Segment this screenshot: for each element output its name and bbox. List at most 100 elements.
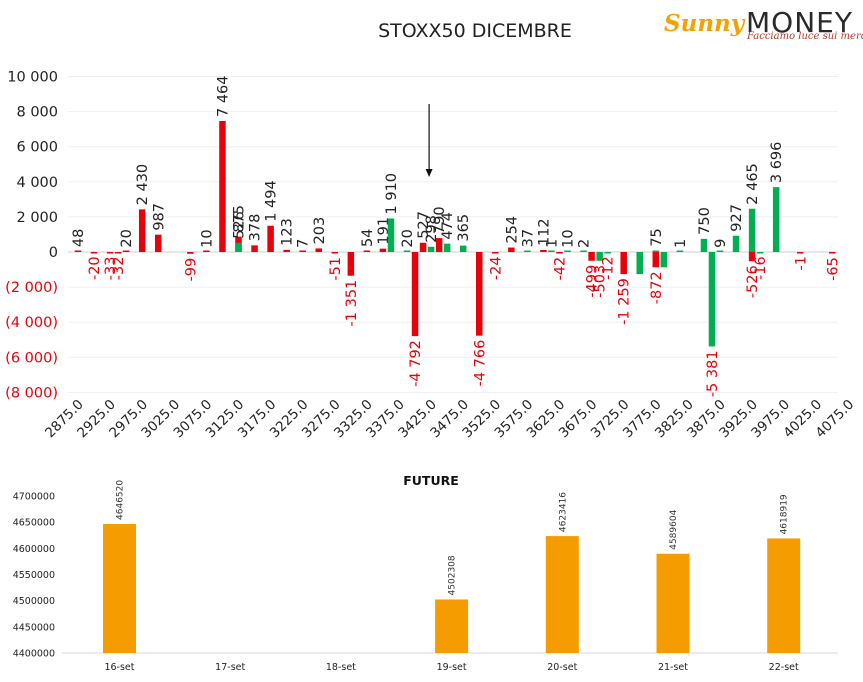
call-bar [411, 252, 419, 337]
put-bar [235, 242, 242, 252]
call-bar [251, 245, 258, 252]
call-bar [122, 250, 130, 252]
y-tick-label: (8 000) [5, 385, 58, 401]
data-label: 203 [312, 217, 328, 245]
data-label: -1 351 [344, 280, 360, 327]
call-bar [331, 252, 339, 254]
call-bar [797, 252, 804, 254]
data-label: 378 [248, 214, 264, 242]
future-x-tick-label: 22-set [769, 662, 799, 673]
y-tick-label: (4 000) [5, 315, 58, 331]
data-label: 20 [119, 229, 135, 247]
put-bar [716, 250, 724, 252]
data-label: -24 [488, 256, 504, 280]
future-data-label: 4589604 [669, 509, 679, 549]
data-label: 3 696 [769, 142, 785, 184]
data-label: 1 [544, 239, 560, 248]
data-label: -20 [87, 256, 103, 280]
future-x-tick-label: 19-set [437, 662, 467, 673]
call-bar [508, 247, 515, 252]
data-label: 7 [296, 239, 312, 248]
put-bar [732, 235, 740, 252]
put-bar [524, 250, 531, 252]
future-y-tick-label: 4700000 [13, 492, 55, 503]
future-data-label: 4646520 [116, 480, 126, 520]
data-label: -65 [825, 257, 841, 281]
call-bar [829, 252, 836, 254]
put-bar [700, 238, 708, 252]
data-label: -526 [745, 265, 761, 298]
data-label: 10 [561, 229, 577, 247]
call-bar [588, 252, 595, 261]
sunny-money-logo: Sunny MONEY Facciamo luce sui mercati [664, 6, 863, 46]
put-bar [604, 252, 611, 254]
data-label: 254 [504, 216, 520, 244]
y-tick-label: (2 000) [5, 280, 58, 296]
data-label: 1 [673, 239, 689, 248]
data-label: 527 [416, 211, 432, 239]
call-bar [556, 252, 563, 254]
call-bar [203, 250, 210, 252]
logo-brand-sunny: Sunny [664, 10, 745, 37]
data-label: -99 [183, 258, 199, 282]
data-label: -51 [328, 257, 344, 281]
call-bar [138, 209, 146, 252]
data-label: 54 [360, 229, 376, 247]
data-label: -33 [103, 257, 119, 281]
put-bar [403, 250, 411, 252]
future-bar [767, 538, 801, 653]
call-bar [652, 252, 660, 268]
put-bar [548, 250, 555, 252]
future-bar [103, 523, 136, 653]
logo-tagline: Facciamo luce sui mercati [747, 31, 863, 42]
data-label: -42 [553, 257, 569, 281]
data-label: 750 [697, 207, 713, 235]
data-label: -872 [649, 271, 665, 304]
call-bar [476, 252, 483, 336]
future-y-tick-label: 4500000 [13, 596, 55, 607]
future-data-label: 4618919 [780, 494, 790, 534]
data-label: 37 [520, 229, 536, 247]
call-bar [748, 252, 756, 262]
future-y-tick-label: 4550000 [13, 570, 55, 581]
call-bar [435, 238, 443, 252]
logo-brand-money: MONEY [746, 6, 853, 39]
y-tick-label: 4 000 [16, 175, 58, 191]
y-tick-label: 2 000 [16, 210, 58, 226]
data-label: 298 [424, 215, 440, 243]
future-bar [545, 536, 579, 653]
data-label: 365 [456, 214, 472, 242]
put-bar [459, 245, 467, 252]
future-y-tick-label: 4450000 [13, 622, 55, 633]
put-bar [596, 252, 603, 261]
data-label: 526 [232, 211, 248, 239]
data-label: 20 [400, 229, 416, 247]
put-bar [748, 208, 756, 252]
future-data-label: 4623416 [558, 492, 568, 532]
data-label: 2 [577, 239, 593, 248]
call-bar [74, 250, 82, 252]
data-label: -12 [601, 256, 617, 280]
data-label: 9 [713, 239, 729, 248]
call-bar [620, 252, 627, 275]
call-bar [106, 252, 114, 254]
put-bar [652, 250, 660, 252]
put-bar [564, 250, 571, 252]
future-x-tick-label: 18-set [326, 662, 356, 673]
call-bar [419, 242, 427, 252]
call-bar [187, 252, 194, 254]
y-tick-label: 6 000 [16, 140, 58, 156]
price-arrow-head [425, 169, 433, 177]
data-label: 7 464 [215, 75, 231, 117]
put-bar [580, 250, 587, 252]
data-label: -16 [753, 256, 769, 280]
call-bar [315, 248, 322, 252]
call-bar [299, 250, 306, 252]
data-label: 1 910 [384, 173, 400, 215]
call-bar [155, 234, 162, 252]
call-bar [379, 248, 387, 252]
data-label: 123 [280, 218, 296, 246]
y-tick-label: 10 000 [7, 70, 58, 86]
put-bar [772, 187, 780, 252]
